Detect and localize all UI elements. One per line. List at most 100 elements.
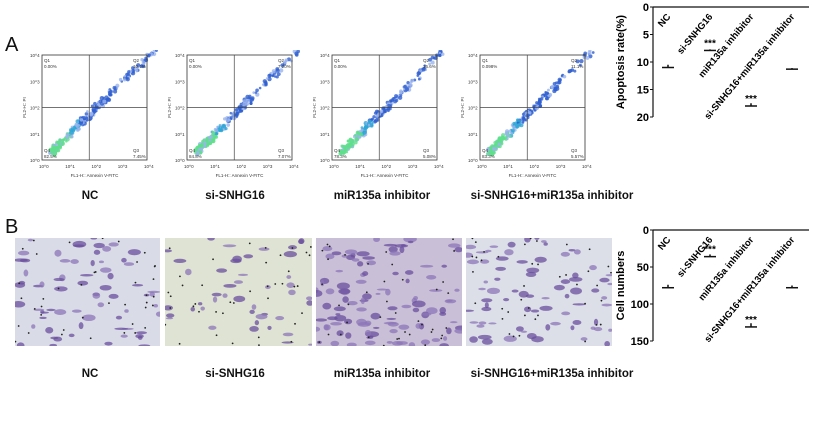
- cell: [330, 340, 340, 346]
- pore: [471, 238, 474, 240]
- cell: [543, 242, 548, 246]
- data-point: [587, 50, 592, 56]
- data-point: [284, 58, 289, 63]
- pore: [279, 254, 282, 257]
- cell: [404, 270, 414, 275]
- q2-label: Q2: [571, 58, 578, 63]
- cell: [485, 249, 492, 253]
- data-point: [214, 128, 219, 132]
- data-point: [521, 121, 525, 124]
- cell: [454, 247, 462, 253]
- data-point: [265, 77, 269, 80]
- y-tick-label: 10^2: [175, 106, 185, 111]
- pore: [421, 323, 423, 326]
- cell: [387, 306, 398, 311]
- cell: [524, 238, 531, 243]
- pore: [367, 336, 370, 339]
- x-axis-label: FL1-H:: Annexin V-FITC: [216, 173, 265, 178]
- data-point: [488, 150, 493, 155]
- y-axis-label: FL2-H:: PI: [167, 97, 172, 118]
- cell: [399, 246, 405, 254]
- data-point: [495, 140, 499, 144]
- cell: [316, 326, 321, 332]
- pore: [101, 238, 104, 240]
- q1-label: Q1: [482, 58, 489, 63]
- transwell-micrograph: [466, 238, 612, 346]
- data-point: [249, 101, 253, 106]
- cell: [93, 249, 101, 255]
- pore: [507, 311, 510, 313]
- pore: [222, 312, 224, 315]
- x-tick-label: 10^2: [382, 164, 392, 169]
- pore: [290, 340, 293, 343]
- cell: [90, 260, 95, 267]
- cell: [560, 279, 571, 284]
- x-tick-label: 10^3: [408, 164, 418, 169]
- cell: [481, 306, 492, 312]
- cell: [511, 289, 519, 293]
- cell: [54, 309, 67, 315]
- cell: [127, 249, 141, 256]
- pore: [257, 336, 260, 339]
- cell: [336, 282, 350, 290]
- cell: [362, 271, 369, 276]
- data-point: [357, 135, 362, 139]
- pore: [153, 265, 156, 268]
- pore: [181, 284, 184, 287]
- cell: [412, 307, 420, 313]
- x-tick-label: 10^4: [434, 164, 444, 169]
- pore: [17, 325, 20, 327]
- cell: [478, 287, 486, 291]
- transwell-micrograph: [165, 238, 312, 346]
- pore: [472, 270, 474, 273]
- pore: [527, 307, 530, 309]
- data-point: [60, 141, 65, 146]
- data-point: [56, 148, 61, 153]
- y-tick-label: 10^3: [468, 79, 478, 84]
- cell: [601, 296, 608, 300]
- cell: [383, 321, 398, 325]
- cell: [53, 277, 65, 282]
- cell: [39, 316, 47, 320]
- cell: [541, 240, 547, 243]
- data-point: [428, 57, 432, 62]
- pore: [145, 301, 148, 304]
- cell: [421, 312, 432, 316]
- cell: [481, 338, 493, 345]
- cell: [408, 342, 416, 346]
- cell: [373, 238, 380, 243]
- q3-value: 7.07%: [278, 154, 291, 159]
- group-label-b: si-SNHG16: [205, 368, 265, 380]
- data-point: [58, 144, 61, 148]
- data-point: [294, 51, 299, 56]
- x-axis-label: FL1-H:: Annexin V-FITC: [71, 173, 120, 178]
- pore: [32, 239, 35, 242]
- cell: [488, 322, 497, 325]
- y-tick-label: 15: [637, 85, 649, 97]
- pore: [215, 311, 217, 313]
- x-tick-label: 10^2: [530, 164, 540, 169]
- x-tick-label: 10^3: [263, 164, 273, 169]
- cell: [249, 325, 259, 332]
- cell: [426, 307, 438, 315]
- cell: [18, 280, 26, 285]
- data-point: [428, 62, 432, 66]
- cell: [466, 259, 479, 265]
- data-point: [112, 85, 117, 90]
- cell: [443, 336, 448, 341]
- q4-label: Q4: [189, 148, 196, 153]
- cell: [211, 292, 222, 297]
- cell: [80, 274, 94, 277]
- cell: [360, 297, 365, 305]
- data-point: [573, 69, 577, 73]
- cell: [534, 256, 547, 263]
- pore: [167, 291, 170, 294]
- cell: [320, 279, 325, 287]
- y-tick-label: 10^3: [175, 79, 185, 84]
- q2-value: 7.20%: [278, 64, 291, 69]
- data-point: [360, 126, 364, 130]
- cell: [520, 330, 528, 333]
- x-tick-label: NC: [656, 12, 673, 30]
- cell: [288, 289, 296, 296]
